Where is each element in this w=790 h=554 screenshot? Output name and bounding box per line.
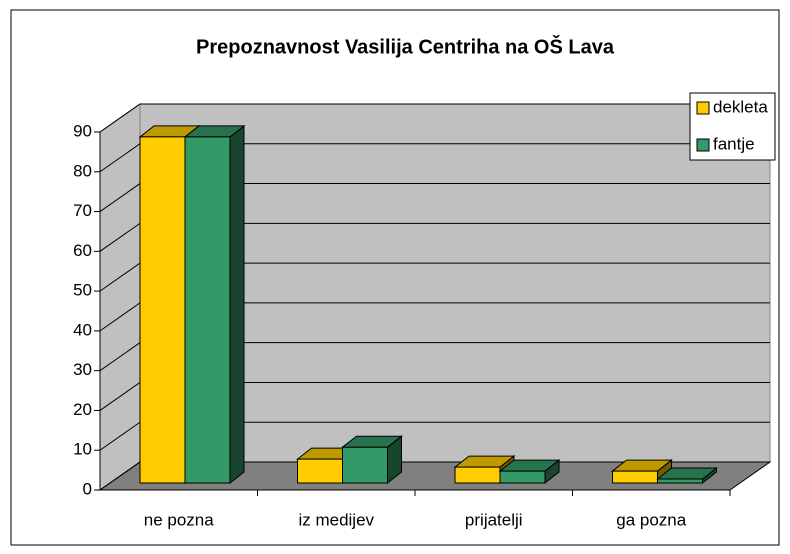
- grid-line: [99, 103, 770, 133]
- x-tick-label: iz medijev: [298, 510, 374, 529]
- bar-face: [612, 470, 658, 484]
- bar-face: [297, 458, 343, 484]
- bar: [183, 124, 246, 485]
- y-tick-label: 90: [73, 121, 92, 140]
- y-tick-label: 80: [73, 161, 92, 180]
- y-tick-label: 40: [73, 320, 92, 339]
- bar-face: [499, 470, 546, 484]
- legend-swatch: [696, 101, 710, 115]
- bar-face: [657, 478, 703, 484]
- bar: [498, 459, 561, 485]
- y-tick-label: 0: [83, 479, 92, 498]
- x-tick-label: ne pozna: [144, 510, 214, 529]
- y-tick-label: 20: [73, 400, 92, 419]
- y-tick-label: 30: [73, 360, 92, 379]
- bar-face: [454, 466, 501, 484]
- bar: [341, 435, 403, 485]
- y-tick-label: 70: [73, 201, 92, 220]
- bar-face: [139, 136, 186, 484]
- bar-face: [184, 136, 231, 484]
- y-tick-label: 50: [73, 281, 92, 300]
- side-wall: [99, 103, 141, 491]
- y-tick-label: 10: [73, 440, 92, 459]
- legend-label: fantje: [713, 134, 755, 153]
- y-tick-label: 60: [73, 241, 92, 260]
- x-tick-label: ga pozna: [616, 510, 686, 529]
- bar-face: [229, 124, 245, 485]
- legend-swatch: [696, 138, 710, 152]
- bar: [656, 466, 718, 485]
- chart-title: Prepoznavnost Vasilija Centriha na OŠ La…: [196, 34, 615, 58]
- x-tick-label: prijatelji: [465, 510, 523, 529]
- legend-label: dekleta: [713, 97, 768, 116]
- bar-face: [342, 446, 388, 484]
